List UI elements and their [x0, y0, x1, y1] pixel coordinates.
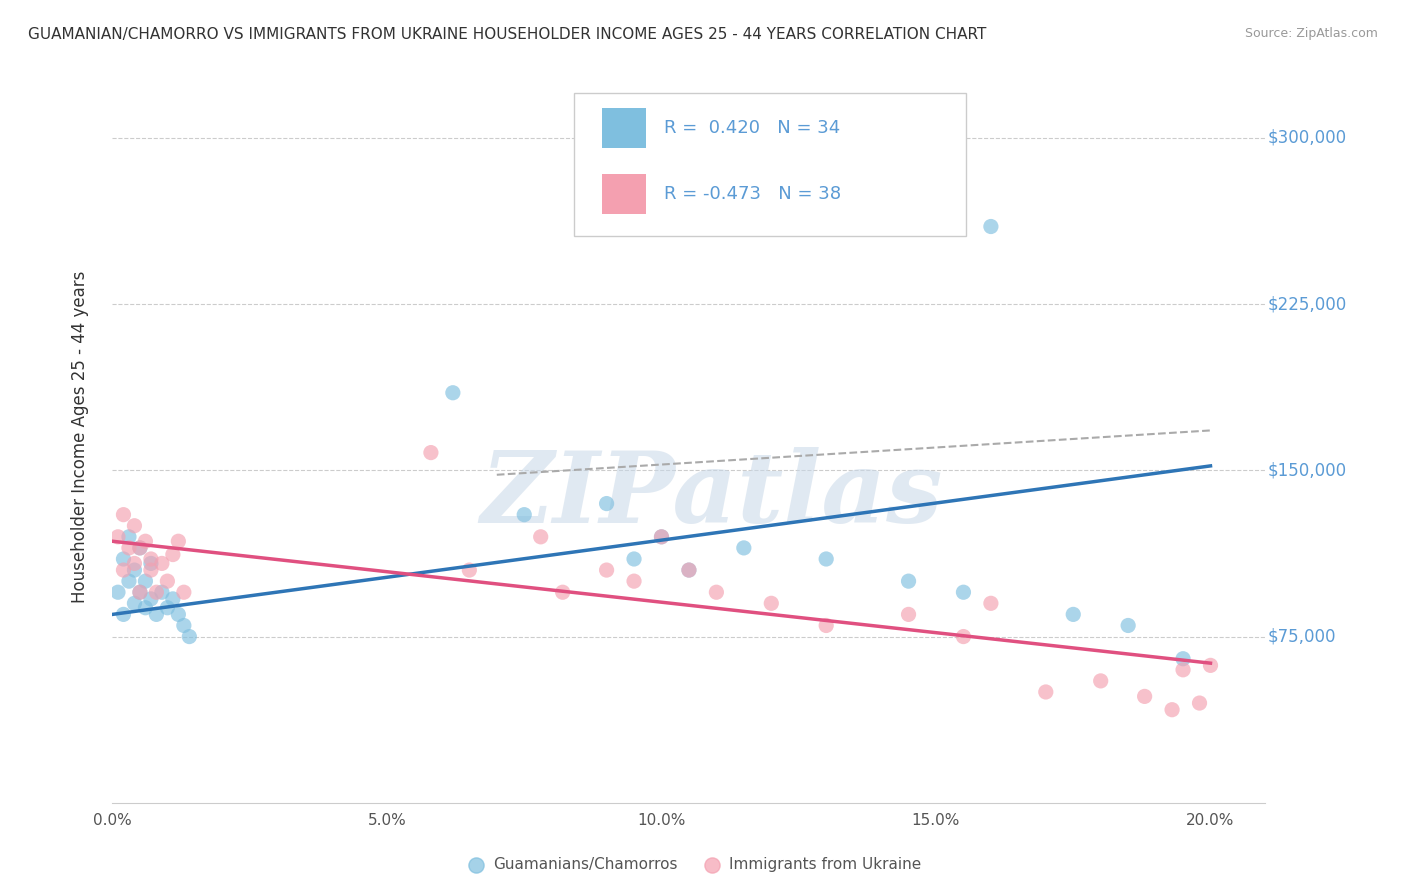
- Point: [139, 557, 162, 571]
- Point: [124, 557, 146, 571]
- Point: [173, 618, 195, 632]
- Point: [650, 530, 672, 544]
- Point: [623, 552, 645, 566]
- Text: $300,000: $300,000: [1268, 128, 1347, 147]
- Point: [134, 600, 156, 615]
- Point: [134, 574, 156, 589]
- Text: R =  0.420   N = 34: R = 0.420 N = 34: [664, 120, 839, 137]
- Point: [124, 596, 146, 610]
- Point: [129, 541, 152, 555]
- Point: [815, 618, 838, 632]
- Point: [124, 563, 146, 577]
- Point: [1133, 690, 1156, 704]
- Point: [118, 530, 141, 544]
- Point: [441, 385, 464, 400]
- Point: [112, 552, 135, 566]
- Point: [118, 574, 141, 589]
- FancyBboxPatch shape: [603, 108, 647, 148]
- Point: [706, 585, 728, 599]
- Point: [139, 552, 162, 566]
- Text: $75,000: $75,000: [1268, 628, 1336, 646]
- Point: [129, 585, 152, 599]
- Point: [156, 574, 179, 589]
- Point: [156, 600, 179, 615]
- Y-axis label: Householder Income Ages 25 - 44 years: Householder Income Ages 25 - 44 years: [70, 271, 89, 603]
- Text: Immigrants from Ukraine: Immigrants from Ukraine: [730, 857, 921, 872]
- Text: R = -0.473   N = 38: R = -0.473 N = 38: [664, 186, 841, 203]
- Point: [1188, 696, 1211, 710]
- Point: [173, 585, 195, 599]
- Point: [980, 596, 1002, 610]
- Point: [595, 497, 617, 511]
- Point: [595, 563, 617, 577]
- Point: [139, 563, 162, 577]
- Point: [124, 518, 146, 533]
- Point: [150, 585, 173, 599]
- Point: [129, 541, 152, 555]
- Point: [112, 563, 135, 577]
- Point: [112, 607, 135, 622]
- Point: [150, 557, 173, 571]
- Point: [1171, 663, 1194, 677]
- FancyBboxPatch shape: [574, 94, 966, 236]
- Point: [107, 585, 129, 599]
- Point: [1161, 703, 1184, 717]
- Point: [134, 534, 156, 549]
- Point: [179, 630, 201, 644]
- Point: [167, 607, 190, 622]
- Point: [1116, 618, 1139, 632]
- Text: $225,000: $225,000: [1268, 295, 1347, 313]
- Point: [419, 445, 441, 459]
- Point: [112, 508, 135, 522]
- Point: [118, 541, 141, 555]
- Point: [815, 552, 838, 566]
- Point: [1035, 685, 1057, 699]
- Point: [530, 530, 553, 544]
- Point: [1090, 673, 1112, 688]
- Point: [623, 574, 645, 589]
- Point: [733, 541, 755, 555]
- Point: [139, 591, 162, 606]
- Point: [162, 548, 184, 562]
- Point: [980, 219, 1002, 234]
- Point: [145, 585, 167, 599]
- FancyBboxPatch shape: [603, 174, 647, 214]
- Text: Source: ZipAtlas.com: Source: ZipAtlas.com: [1244, 27, 1378, 40]
- Point: [952, 585, 974, 599]
- Text: GUAMANIAN/CHAMORRO VS IMMIGRANTS FROM UKRAINE HOUSEHOLDER INCOME AGES 25 - 44 YE: GUAMANIAN/CHAMORRO VS IMMIGRANTS FROM UK…: [28, 27, 987, 42]
- Text: $150,000: $150,000: [1268, 461, 1347, 479]
- Point: [551, 585, 574, 599]
- Point: [458, 563, 481, 577]
- Point: [897, 607, 920, 622]
- Point: [650, 530, 672, 544]
- Point: [897, 574, 920, 589]
- Point: [678, 563, 700, 577]
- Point: [129, 585, 152, 599]
- Point: [1199, 658, 1222, 673]
- Point: [145, 607, 167, 622]
- Text: Guamanians/Chamorros: Guamanians/Chamorros: [494, 857, 678, 872]
- Text: ZIPatlas: ZIPatlas: [481, 448, 943, 544]
- Point: [162, 591, 184, 606]
- Point: [107, 530, 129, 544]
- Point: [761, 596, 783, 610]
- Point: [167, 534, 190, 549]
- Point: [678, 563, 700, 577]
- Point: [952, 630, 974, 644]
- Point: [1062, 607, 1084, 622]
- Point: [1171, 651, 1194, 665]
- Point: [513, 508, 536, 522]
